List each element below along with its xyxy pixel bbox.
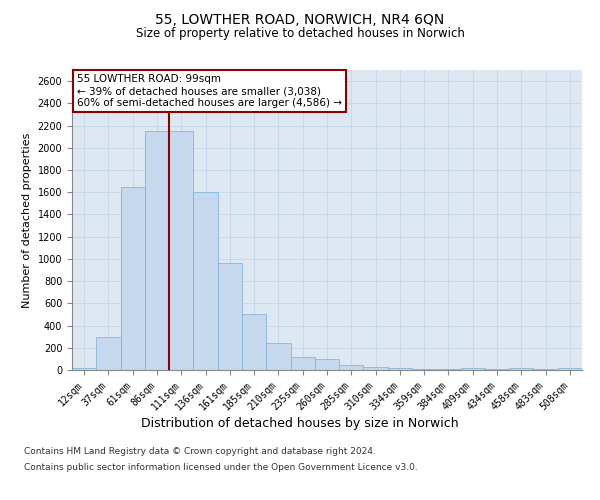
- Bar: [364, 367, 388, 370]
- Bar: [96, 336, 121, 370]
- Text: Size of property relative to detached houses in Norwich: Size of property relative to detached ho…: [136, 28, 464, 40]
- Text: Distribution of detached houses by size in Norwich: Distribution of detached houses by size …: [141, 418, 459, 430]
- Bar: [266, 343, 290, 370]
- Y-axis label: Number of detached properties: Number of detached properties: [22, 132, 32, 308]
- Text: 55 LOWTHER ROAD: 99sqm
← 39% of detached houses are smaller (3,038)
60% of semi-: 55 LOWTHER ROAD: 99sqm ← 39% of detached…: [77, 74, 342, 108]
- Bar: [242, 314, 266, 370]
- Bar: [72, 368, 96, 370]
- Bar: [193, 192, 218, 370]
- Text: Contains public sector information licensed under the Open Government Licence v3: Contains public sector information licen…: [24, 462, 418, 471]
- Bar: [169, 131, 193, 370]
- Text: Contains HM Land Registry data © Crown copyright and database right 2024.: Contains HM Land Registry data © Crown c…: [24, 448, 376, 456]
- Bar: [218, 264, 242, 370]
- Bar: [388, 368, 412, 370]
- Bar: [290, 356, 315, 370]
- Bar: [509, 368, 533, 370]
- Bar: [558, 368, 582, 370]
- Bar: [412, 369, 436, 370]
- Bar: [339, 365, 364, 370]
- Bar: [315, 359, 339, 370]
- Text: 55, LOWTHER ROAD, NORWICH, NR4 6QN: 55, LOWTHER ROAD, NORWICH, NR4 6QN: [155, 12, 445, 26]
- Bar: [461, 368, 485, 370]
- Bar: [145, 131, 169, 370]
- Bar: [121, 186, 145, 370]
